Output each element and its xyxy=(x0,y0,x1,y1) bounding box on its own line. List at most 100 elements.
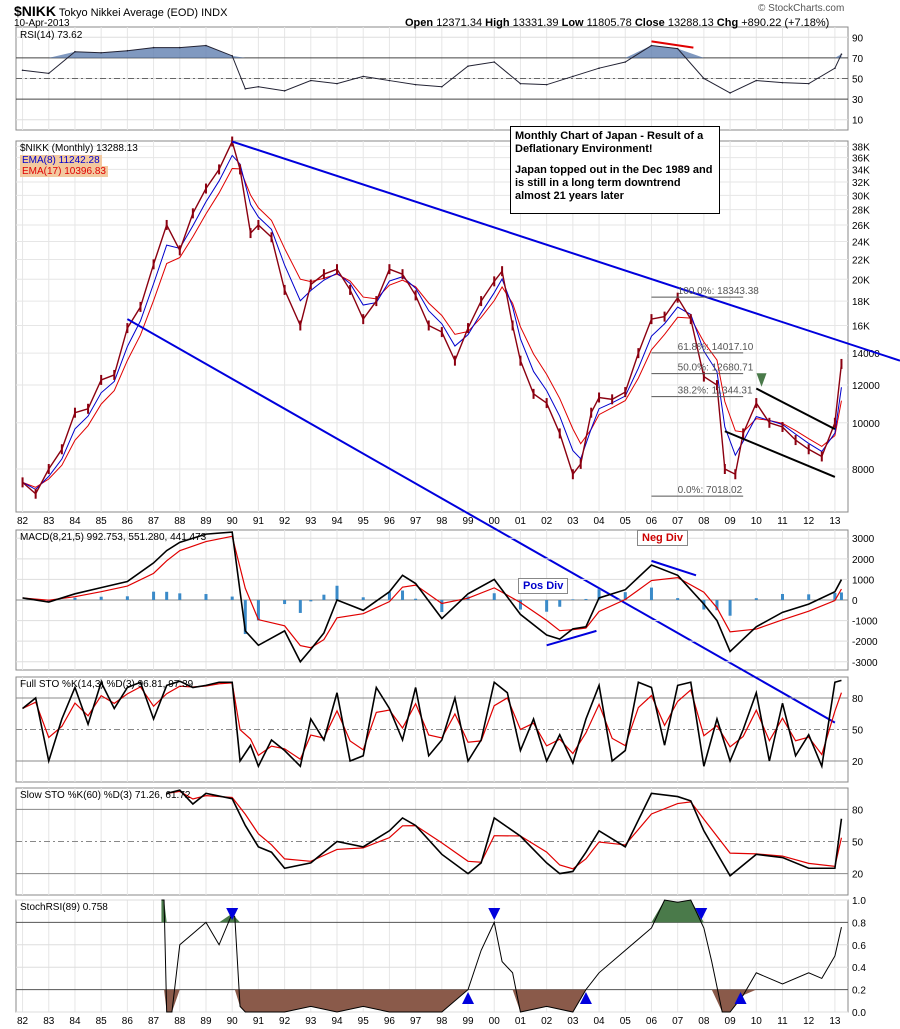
x-tick-label: 92 xyxy=(279,516,291,527)
blue-up-arrow-icon xyxy=(734,992,747,1004)
macd-histogram-bar xyxy=(545,600,549,612)
rsi-line xyxy=(22,45,842,94)
x-tick-label: 86 xyxy=(122,516,134,527)
macd-histogram-bar xyxy=(178,593,182,600)
brand: © StockCharts.com xyxy=(758,3,845,14)
close-value: 13288.13 xyxy=(667,17,714,29)
ema17-line xyxy=(22,167,842,488)
macd-histogram-bar xyxy=(597,589,601,600)
macd-histogram-bar xyxy=(99,596,103,600)
open-value: 12371.34 xyxy=(436,17,483,29)
rsi-point xyxy=(441,85,443,88)
blue-down-arrow-icon xyxy=(226,908,239,920)
rsi-point xyxy=(703,77,705,80)
x-tick-label: 13 xyxy=(829,516,841,527)
y-tick-label: 70 xyxy=(852,54,864,65)
macd-histogram-bar xyxy=(492,593,496,600)
fib-label: 38.2%: 11344.31 xyxy=(678,386,753,397)
neg-div-tag: Neg Div xyxy=(637,530,688,546)
ema8-line xyxy=(22,154,842,491)
trendline-upper xyxy=(231,140,900,362)
y-tick-label: 20 xyxy=(852,870,864,881)
rsi-point xyxy=(126,49,129,52)
macd-histogram-bar xyxy=(715,600,719,611)
y-tick-label: 32K xyxy=(852,178,870,189)
rsi-point xyxy=(74,50,76,53)
x-tick-label: 87 xyxy=(148,516,160,527)
rsi-point xyxy=(807,82,810,85)
x-tick-label: 05 xyxy=(620,1016,632,1027)
y-tick-label: 1.0 xyxy=(852,896,866,907)
macd-histogram-bar xyxy=(754,598,758,600)
rsi-point xyxy=(178,46,181,49)
rsi-point xyxy=(100,51,102,54)
y-tick-label: 0.6 xyxy=(852,941,866,952)
x-tick-label: 05 xyxy=(620,516,632,527)
rsi-title: RSI(14) 73.62 xyxy=(20,30,83,41)
x-tick-label: 91 xyxy=(253,1016,265,1027)
price-title: $NIKK (Monthly) 13288.13 xyxy=(20,143,138,154)
x-tick-label: 83 xyxy=(43,1016,55,1027)
y-tick-label: 10000 xyxy=(852,419,880,430)
y-tick-label: 38K xyxy=(852,142,870,153)
macd-histogram-bar xyxy=(558,600,562,607)
x-tick-label: 90 xyxy=(227,516,239,527)
chg-label: Chg xyxy=(716,17,739,29)
close-label: Close xyxy=(634,17,665,29)
slowsto-k-line xyxy=(166,789,843,877)
stochrsi-line xyxy=(161,899,842,1013)
macd-histogram-bar xyxy=(165,591,169,600)
fib-label: 100.0%: 18343.38 xyxy=(678,286,760,297)
rsi-point xyxy=(467,65,469,67)
y-tick-label: 0.4 xyxy=(852,963,866,974)
macd-title: MACD(8,21,5) 992.753, 551.280, 441.473 xyxy=(20,532,207,543)
macd-histogram-bar xyxy=(728,600,732,616)
macd-histogram-bar xyxy=(571,599,575,600)
symbol: $NIKK xyxy=(14,3,57,19)
x-tick-label: 95 xyxy=(358,1016,370,1027)
x-tick-label: 89 xyxy=(200,1016,212,1027)
blue-up-arrow-icon xyxy=(579,992,592,1004)
neg-divergence-line xyxy=(651,559,697,577)
macd-histogram-bar xyxy=(283,600,287,605)
x-tick-label: 96 xyxy=(384,516,396,527)
y-tick-label: 30K xyxy=(852,191,870,202)
fib-label: 50.0%: 12680.71 xyxy=(678,363,754,374)
x-tick-label: 97 xyxy=(410,516,422,527)
rsi-point xyxy=(493,61,496,63)
rsi-point xyxy=(781,81,784,84)
x-tick-label: 01 xyxy=(515,516,527,527)
x-tick-label: 12 xyxy=(803,1016,815,1027)
header-quote: Open 12371.34 High 13331.39 Low 11805.78… xyxy=(405,17,829,29)
pos-divergence-line xyxy=(546,629,597,647)
y-tick-label: 36K xyxy=(852,154,870,165)
x-tick-label: 11 xyxy=(777,516,788,527)
y-tick-label: 22K xyxy=(852,256,870,267)
x-tick-label: 01 xyxy=(515,1016,527,1027)
pos-div-tag: Pos Div xyxy=(518,578,569,594)
stochrsi-oversold-fill xyxy=(161,989,842,1012)
rsi-point xyxy=(310,79,312,82)
macd-histogram-bar xyxy=(623,592,627,600)
rsi-point xyxy=(152,46,155,49)
channel-upper xyxy=(755,387,836,430)
x-tick-label: 82 xyxy=(17,516,29,527)
x-tick-label: 88 xyxy=(174,516,186,527)
y-tick-label: 0.8 xyxy=(852,918,866,929)
fib-label: 0.0%: 7018.02 xyxy=(678,485,743,496)
macd-histogram-bar xyxy=(322,594,326,600)
fullsto-k-line xyxy=(22,679,842,770)
rsi-point xyxy=(414,83,417,86)
x-tick-label: 07 xyxy=(672,1016,684,1027)
blue-down-arrow-icon xyxy=(488,908,501,920)
macd-histogram-bar xyxy=(152,591,156,600)
x-tick-label: 96 xyxy=(384,1016,396,1027)
x-tick-label: 07 xyxy=(672,516,684,527)
x-tick-label: 10 xyxy=(751,1016,763,1027)
macd-histogram-bar xyxy=(676,598,680,600)
y-tick-label: 24K xyxy=(852,238,870,249)
y-tick-label: 30 xyxy=(852,95,864,106)
blue-up-arrow-icon xyxy=(462,992,475,1004)
y-tick-label: 80 xyxy=(852,805,864,816)
y-tick-label: 26K xyxy=(852,221,870,232)
